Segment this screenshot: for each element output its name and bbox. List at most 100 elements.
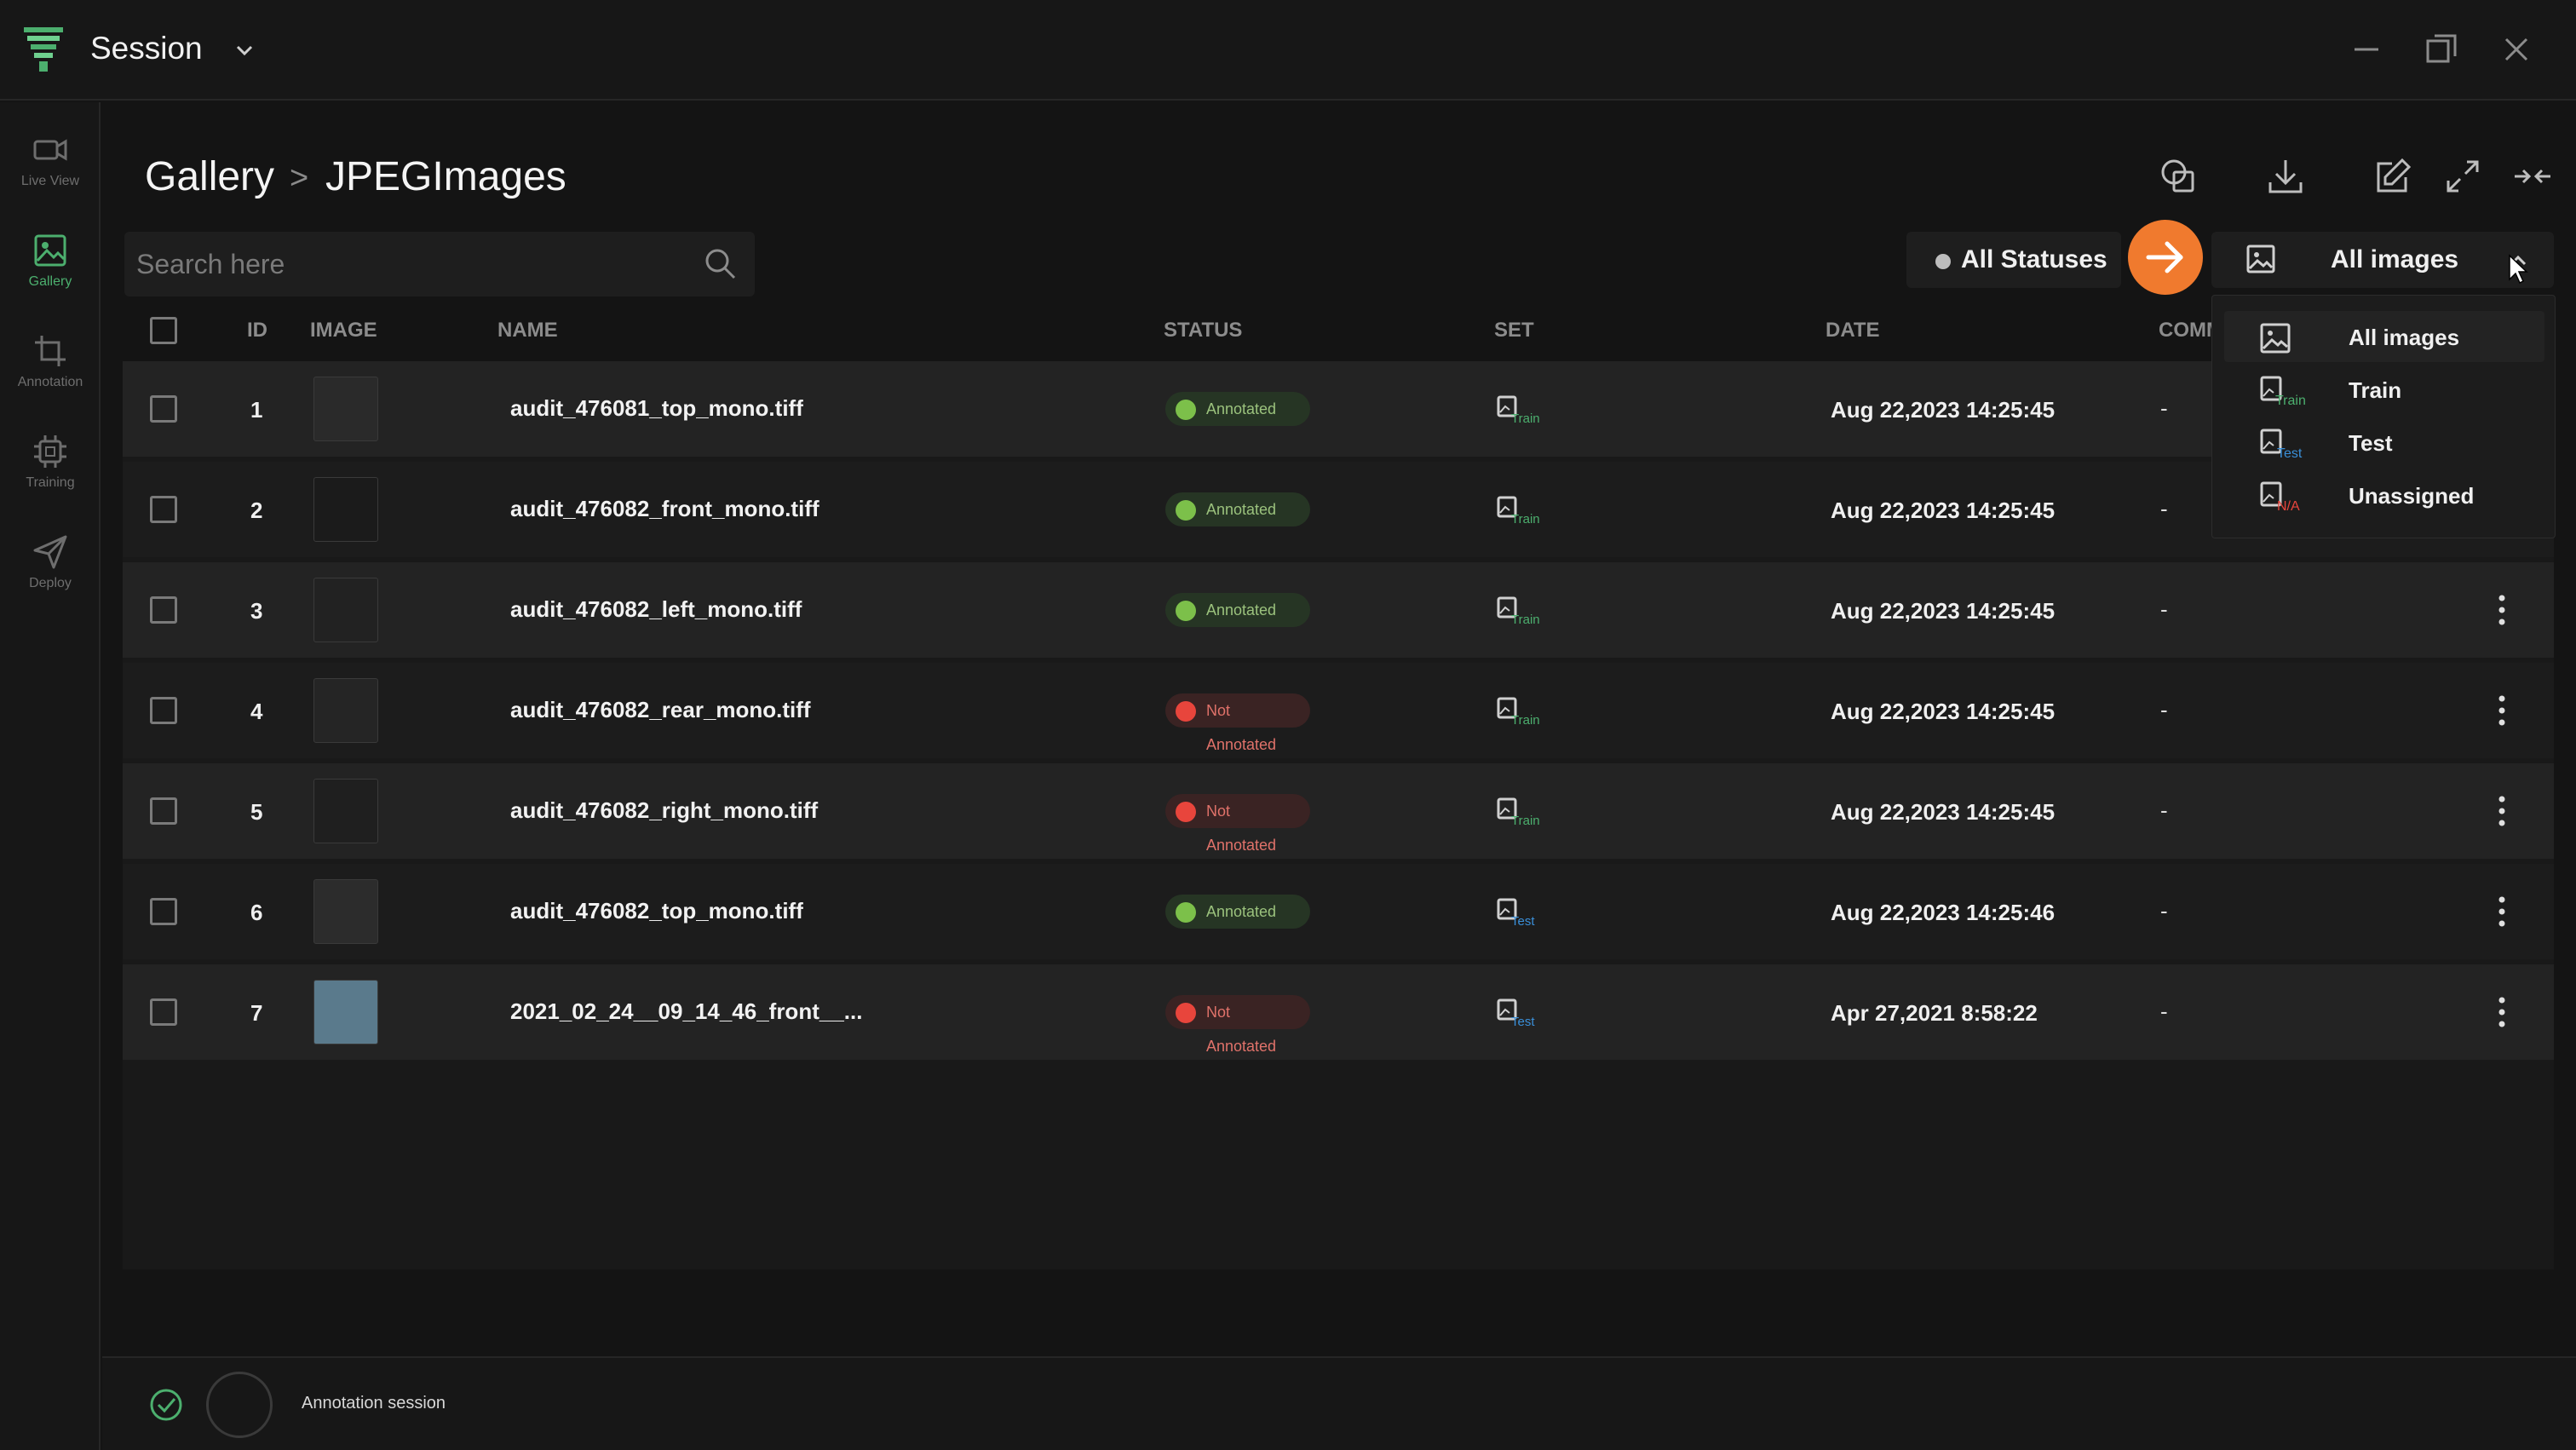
row-name[interactable]: audit_476082_top_mono.tiff — [510, 898, 803, 924]
app-logo-icon — [24, 27, 63, 72]
collapse-icon[interactable] — [2513, 157, 2552, 196]
sidebar-item-gallery[interactable]: Gallery — [0, 232, 101, 325]
sidebar-item-label: Deploy — [29, 576, 72, 590]
row-checkbox[interactable] — [150, 697, 177, 724]
image-thumbnail[interactable] — [313, 779, 378, 843]
session-label: Annotation session — [302, 1394, 446, 1413]
train-set-icon[interactable]: Train — [1496, 394, 1545, 428]
search-icon[interactable] — [702, 245, 738, 281]
edit-icon[interactable] — [2373, 157, 2412, 196]
table-row[interactable]: 6 audit_476082_top_mono.tiff Annotated Test… — [123, 864, 2554, 959]
image-thumbnail[interactable] — [313, 377, 378, 441]
menu-item-label: All images — [2349, 325, 2460, 350]
status-badge-label: Annotated — [1206, 501, 1277, 518]
image-thumbnail[interactable] — [313, 879, 378, 944]
row-date: Aug 22,2023 14:25:45 — [1831, 598, 2056, 624]
image-thumbnail[interactable] — [313, 678, 378, 743]
image-thumbnail[interactable] — [313, 578, 378, 642]
row-checkbox[interactable] — [150, 998, 177, 1026]
sidebar-item-training[interactable]: Training — [0, 433, 101, 526]
search-input[interactable] — [136, 242, 681, 286]
row-name[interactable]: audit_476081_top_mono.tiff — [510, 395, 803, 421]
column-header-set[interactable]: SET — [1494, 319, 1534, 342]
status-badge: Annotated — [1165, 593, 1310, 627]
row-name[interactable]: audit_476082_rear_mono.tiff — [510, 697, 811, 722]
table-row[interactable]: 5 audit_476082_right_mono.tiff Not Annotat… — [123, 763, 2554, 859]
close-icon[interactable] — [2498, 31, 2535, 68]
row-comment: - — [2160, 496, 2168, 521]
expand-icon[interactable] — [2443, 157, 2482, 196]
chevron-down-icon[interactable] — [232, 37, 257, 63]
arrow-right-button[interactable] — [2128, 220, 2203, 295]
status-filter-dropdown[interactable]: All Statuses — [1906, 232, 2121, 288]
set-filter-dropdown[interactable]: All images — [2211, 232, 2554, 288]
train-set-icon[interactable]: Train — [1496, 796, 1545, 830]
more-options-icon[interactable] — [2496, 895, 2508, 929]
status-dot — [1176, 1003, 1196, 1023]
column-header-image: IMAGE — [310, 319, 377, 342]
breadcrumb-root[interactable]: Gallery — [145, 154, 275, 199]
status-footer: Annotation session — [102, 1356, 2576, 1450]
column-header-id[interactable]: ID — [247, 319, 267, 342]
train-set-icon[interactable]: Train — [1496, 695, 1545, 729]
image-compare-icon[interactable] — [2159, 157, 2198, 196]
maximize-icon[interactable] — [2423, 31, 2460, 68]
sidebar-item-label: Training — [26, 475, 75, 490]
more-options-icon[interactable] — [2496, 794, 2508, 828]
test-set-icon[interactable]: Test — [1496, 997, 1545, 1031]
status-badge: Annotated — [1165, 492, 1310, 526]
image-thumbnail[interactable] — [313, 980, 378, 1044]
session-title[interactable]: Session — [90, 31, 203, 66]
row-id: 3 — [250, 598, 263, 624]
table-row[interactable]: 3 audit_476082_left_mono.tiff Annotated Tra… — [123, 562, 2554, 658]
menu-item-train[interactable]: Train Train — [2224, 364, 2544, 415]
download-icon[interactable] — [2266, 157, 2305, 196]
status-badge-label: Not Annotated — [1206, 702, 1277, 753]
column-header-name[interactable]: NAME — [497, 319, 558, 342]
row-date: Aug 22,2023 14:25:45 — [1831, 699, 2056, 724]
menu-item-unassigned[interactable]: N/A Unassigned — [2224, 469, 2544, 521]
more-options-icon[interactable] — [2496, 995, 2508, 1029]
status-badge-label: Annotated — [1206, 903, 1277, 920]
sidebar-item-deploy[interactable]: Deploy — [0, 533, 101, 627]
row-name[interactable]: audit_476082_right_mono.tiff — [510, 797, 819, 823]
table-row[interactable]: 4 audit_476082_rear_mono.tiff Not Annotate… — [123, 663, 2554, 758]
table-row[interactable]: 7 2021_02_24__09_14_46_front__... Not Anno… — [123, 964, 2554, 1060]
more-options-icon[interactable] — [2496, 693, 2508, 728]
row-checkbox[interactable] — [150, 395, 177, 423]
train-set-icon[interactable]: Train — [1496, 494, 1545, 528]
table-row[interactable]: 1 audit_476081_top_mono.tiff Annotated Trai… — [123, 361, 2554, 457]
menu-item-all-images[interactable]: All images — [2224, 311, 2544, 362]
set-tag-text: Train — [1511, 613, 1540, 627]
row-checkbox[interactable] — [150, 596, 177, 624]
menu-item-test[interactable]: Test Test — [2224, 417, 2544, 468]
row-comment: - — [2160, 898, 2168, 924]
column-header-date[interactable]: DATE — [1826, 319, 1880, 342]
status-badge: Not Annotated — [1165, 995, 1310, 1055]
image-icon — [2260, 323, 2291, 354]
image-thumbnail[interactable] — [313, 477, 378, 542]
row-comment: - — [2160, 697, 2168, 722]
sidebar-item-label: Gallery — [28, 274, 72, 289]
table-row[interactable]: 2 audit_476082_front_mono.tiff Annotated Tr… — [123, 462, 2554, 557]
row-name[interactable]: audit_476082_left_mono.tiff — [510, 596, 802, 622]
row-checkbox[interactable] — [150, 496, 177, 523]
status-badge: Annotated — [1165, 895, 1310, 929]
sidebar-item-live-view[interactable]: Live View — [0, 131, 101, 225]
row-id: 5 — [250, 799, 263, 825]
sidebar-item-label: Live View — [20, 174, 80, 188]
sidebar-item-annotation[interactable]: Annotation — [0, 332, 101, 426]
chip-icon — [34, 435, 66, 468]
minimize-icon[interactable] — [2348, 31, 2385, 68]
select-all-checkbox[interactable] — [150, 317, 177, 344]
test-set-icon[interactable]: Test — [1496, 896, 1545, 930]
status-badge: Annotated — [1165, 392, 1310, 426]
row-checkbox[interactable] — [150, 797, 177, 825]
status-badge-label: Not Annotated — [1206, 803, 1277, 854]
row-name[interactable]: 2021_02_24__09_14_46_front__... — [510, 998, 863, 1024]
more-options-icon[interactable] — [2496, 593, 2508, 627]
row-name[interactable]: audit_476082_front_mono.tiff — [510, 496, 819, 521]
column-header-status[interactable]: STATUS — [1164, 319, 1243, 342]
train-set-icon[interactable]: Train — [1496, 595, 1545, 629]
row-checkbox[interactable] — [150, 898, 177, 925]
